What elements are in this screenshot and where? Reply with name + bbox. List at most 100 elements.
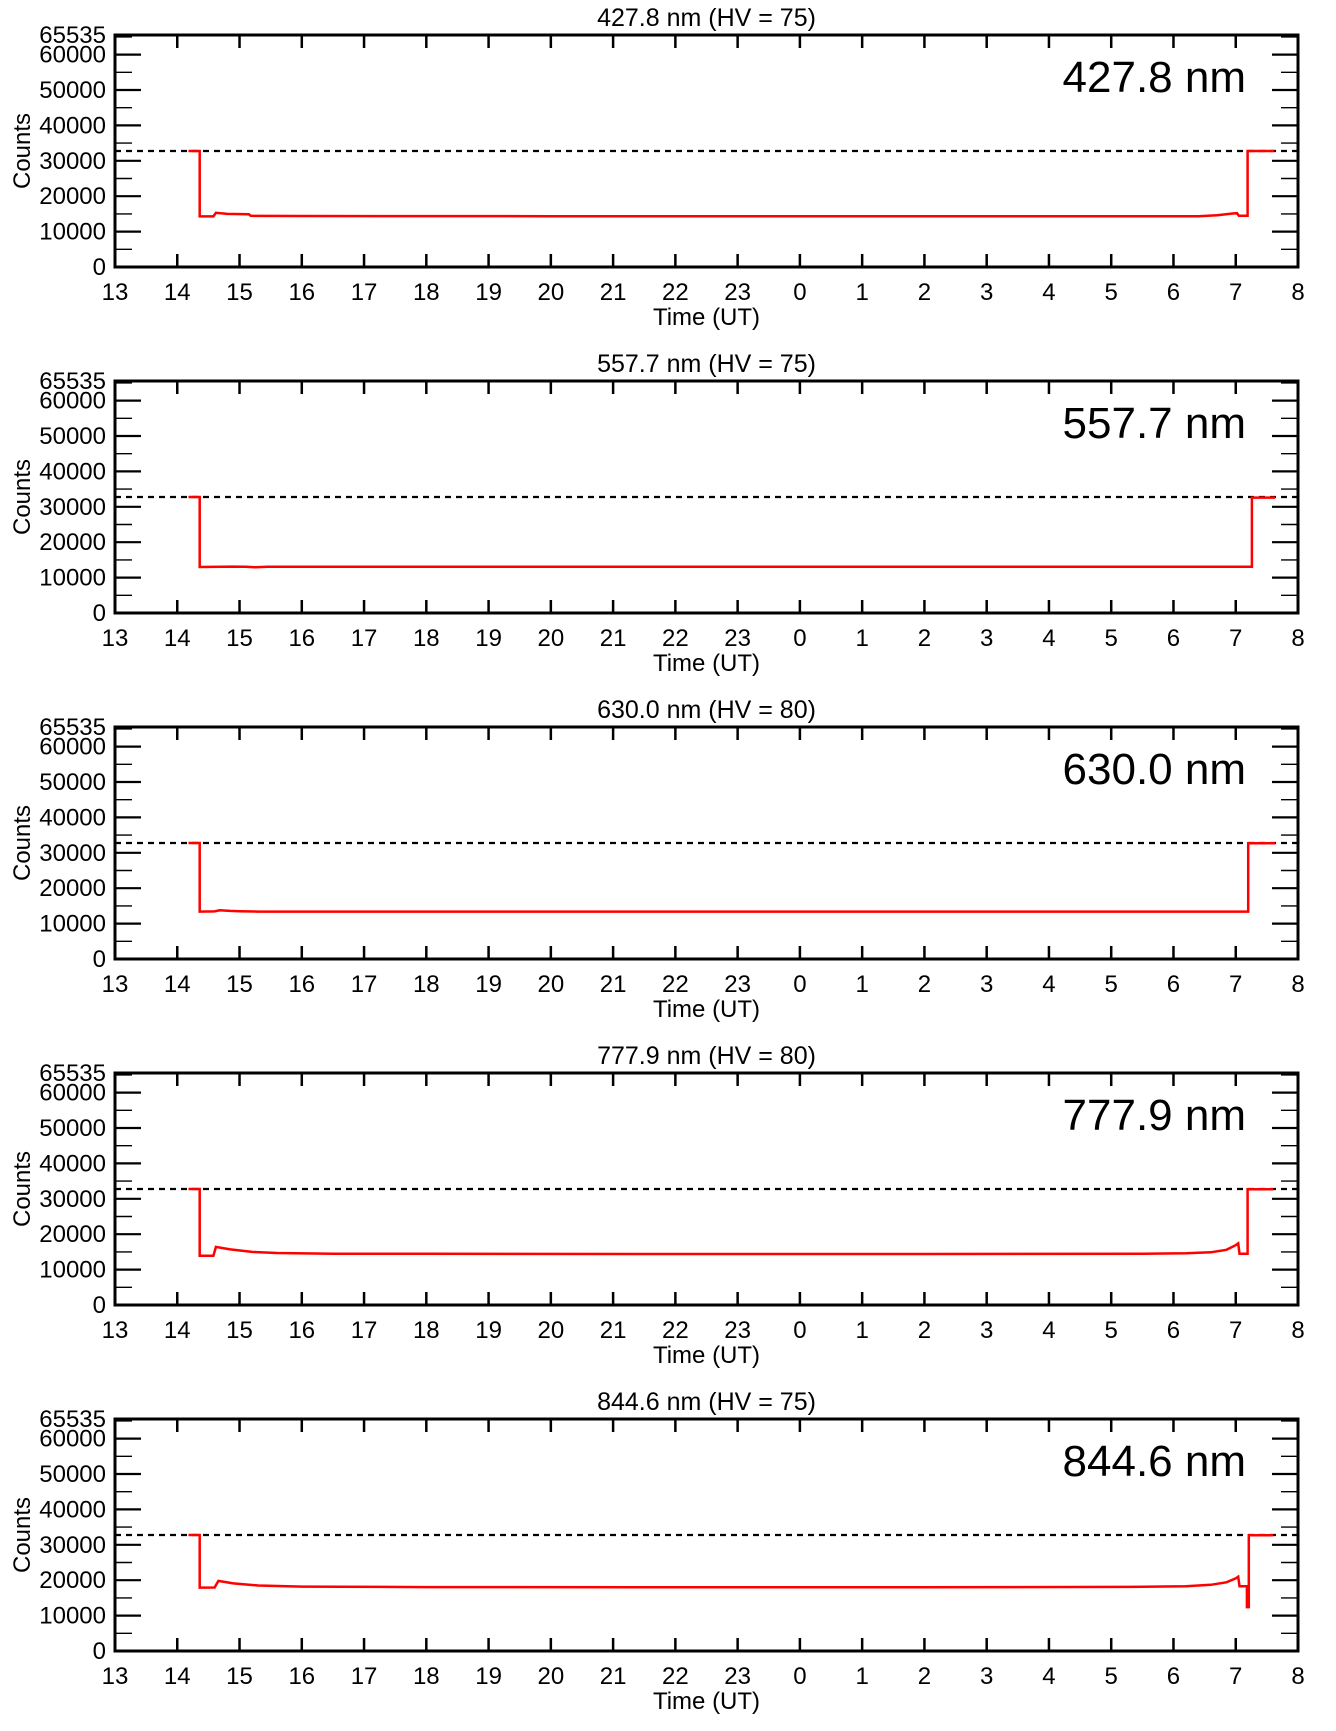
y-tick-label: 10000 [39, 1257, 106, 1284]
x-tick-label: 3 [980, 279, 993, 306]
x-tick-label: 2 [918, 625, 931, 652]
x-tick-label: 14 [164, 625, 191, 652]
x-tick-label: 8 [1291, 279, 1304, 306]
x-tick-label: 16 [288, 1663, 315, 1690]
x-tick-label: 6 [1167, 1663, 1180, 1690]
x-tick-label: 1 [855, 279, 868, 306]
x-tick-label: 7 [1229, 971, 1242, 998]
x-tick-label: 21 [600, 279, 627, 306]
counts-series-line [188, 1533, 1274, 1609]
x-tick-label: 18 [413, 279, 440, 306]
y-tick-label: 20000 [39, 1567, 106, 1594]
plot-frame [113, 1071, 1300, 1307]
chart-panel-777-9-nm: 777.9 nm (HV = 80) 0 10000 20000 30000 40000 5… [0, 1038, 1336, 1384]
x-tick-label: 7 [1229, 279, 1242, 306]
x-tick-label: 14 [164, 1317, 191, 1344]
wavelength-annotation: 557.7 nm [1063, 399, 1246, 448]
x-tick-label: 2 [918, 1663, 931, 1690]
x-tick-label: 22 [662, 1317, 689, 1344]
x-tick-label: 8 [1291, 971, 1304, 998]
y-tick-label: 65535 [39, 714, 106, 741]
x-axis-title: Time (UT) [653, 1342, 760, 1369]
wavelength-annotation: 630.0 nm [1063, 745, 1246, 794]
x-tick-label: 0 [793, 279, 806, 306]
x-tick-label: 21 [600, 1317, 627, 1344]
chart-panel-844-6-nm: 844.6 nm (HV = 75) 0 10000 20000 30000 40000 5… [0, 1384, 1336, 1730]
x-tick-label: 18 [413, 625, 440, 652]
y-tick-label: 10000 [39, 565, 106, 592]
y-tick-label: 30000 [39, 840, 106, 867]
x-tick-label: 15 [226, 1317, 253, 1344]
x-tick-label: 19 [475, 971, 502, 998]
y-tick-label: 40000 [39, 1496, 106, 1523]
y-tick-label: 65535 [39, 368, 106, 395]
x-tick-label: 13 [102, 1317, 129, 1344]
x-tick-label: 15 [226, 625, 253, 652]
y-tick-label: 50000 [39, 769, 106, 796]
x-tick-label: 14 [164, 971, 191, 998]
x-tick-label: 0 [793, 1317, 806, 1344]
chart-svg: 557.7 nm (HV = 75) 0 10000 20000 30000 40000 5… [9, 350, 1305, 677]
y-tick-label: 50000 [39, 1115, 106, 1142]
x-tick-label: 3 [980, 1663, 993, 1690]
x-tick-label: 21 [600, 971, 627, 998]
y-tick-label: 40000 [39, 112, 106, 139]
y-tick-label: 40000 [39, 1150, 106, 1177]
x-tick-label: 16 [288, 1317, 315, 1344]
chart-panel-630-0-nm: 630.0 nm (HV = 80) 0 10000 20000 30000 40000 5… [0, 692, 1336, 1038]
y-tick-label: 60000 [39, 1080, 106, 1107]
x-tick-label: 19 [475, 625, 502, 652]
x-tick-label: 18 [413, 971, 440, 998]
counts-series-line [188, 149, 1275, 218]
x-tick-label: 3 [980, 971, 993, 998]
x-tick-label: 16 [288, 625, 315, 652]
x-tick-label: 4 [1042, 1663, 1055, 1690]
chart-svg: 427.8 nm (HV = 75) 0 10000 20000 30000 40000 5… [9, 4, 1305, 331]
x-tick-label: 4 [1042, 625, 1055, 652]
x-tick-label: 20 [537, 1663, 564, 1690]
x-tick-label: 16 [288, 279, 315, 306]
x-tick-label: 7 [1229, 1317, 1242, 1344]
wavelength-annotation: 777.9 nm [1063, 1091, 1246, 1140]
x-tick-label: 21 [600, 625, 627, 652]
y-tick-label: 60000 [39, 1426, 106, 1453]
x-tick-label: 1 [855, 1317, 868, 1344]
y-axis-title: Counts [9, 459, 36, 535]
x-tick-label: 23 [724, 1663, 751, 1690]
x-tick-label: 20 [537, 279, 564, 306]
y-tick-label: 40000 [39, 458, 106, 485]
x-tick-label: 1 [855, 625, 868, 652]
x-tick-label: 6 [1167, 279, 1180, 306]
y-tick-label: 20000 [39, 1221, 106, 1248]
y-axis-title: Counts [9, 805, 36, 881]
y-axis-title: Counts [9, 1497, 36, 1573]
chart-panel-427-8-nm: 427.8 nm (HV = 75) 0 10000 20000 30000 40000 5… [0, 0, 1336, 346]
counts-series-line [188, 841, 1275, 913]
y-tick-label: 0 [93, 600, 106, 627]
x-tick-label: 21 [600, 1663, 627, 1690]
y-tick-label: 50000 [39, 77, 106, 104]
x-axis-title: Time (UT) [653, 650, 760, 677]
y-tick-label: 30000 [39, 1186, 106, 1213]
x-tick-label: 13 [102, 1663, 129, 1690]
x-tick-label: 8 [1291, 1663, 1304, 1690]
y-tick-label: 50000 [39, 423, 106, 450]
x-tick-label: 18 [413, 1663, 440, 1690]
y-tick-label: 20000 [39, 529, 106, 556]
y-tick-label: 30000 [39, 1532, 106, 1559]
x-tick-label: 20 [537, 971, 564, 998]
chart-svg: 844.6 nm (HV = 75) 0 10000 20000 30000 40000 5… [9, 1388, 1305, 1715]
chart-svg: 777.9 nm (HV = 80) 0 10000 20000 30000 40000 5… [9, 1042, 1305, 1369]
x-tick-label: 2 [918, 279, 931, 306]
x-tick-label: 17 [351, 971, 378, 998]
x-tick-label: 3 [980, 625, 993, 652]
plot-frame [113, 1417, 1300, 1653]
y-axis-title: Counts [9, 113, 36, 189]
chart-title: 844.6 nm (HV = 75) [597, 1388, 816, 1416]
x-tick-label: 5 [1105, 279, 1118, 306]
x-axis-title: Time (UT) [653, 1688, 760, 1715]
x-tick-label: 1 [855, 971, 868, 998]
x-tick-label: 4 [1042, 971, 1055, 998]
x-tick-label: 18 [413, 1317, 440, 1344]
